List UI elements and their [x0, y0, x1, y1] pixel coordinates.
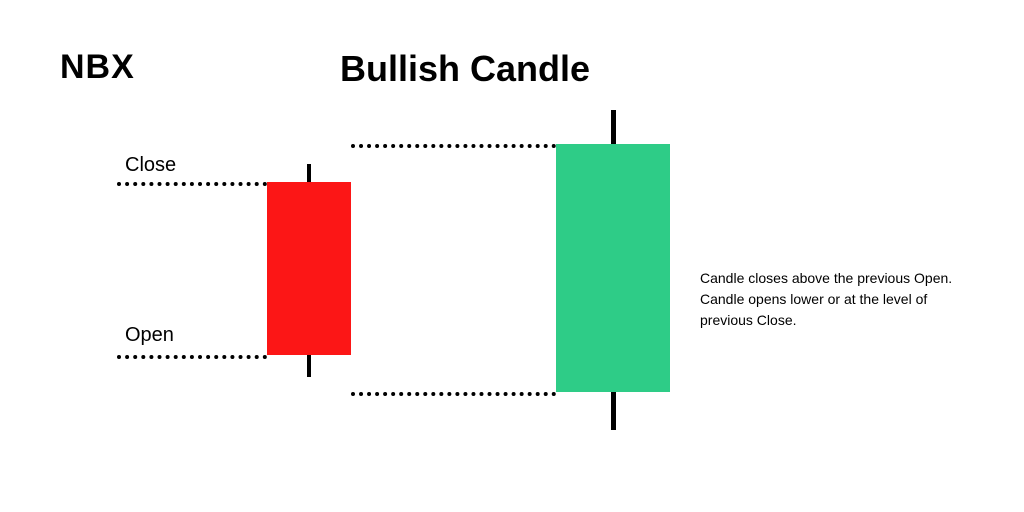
description-line: previous Close. [700, 310, 952, 331]
green-candle-wick-top [611, 110, 616, 144]
close-label: Close [125, 154, 176, 177]
dotted-open-line [117, 355, 267, 359]
brand-logo: NBX [60, 48, 135, 87]
description-text: Candle closes above the previous Open. C… [700, 268, 952, 331]
red-candle-body [267, 182, 351, 355]
dotted-green-bottom-line [351, 392, 556, 396]
red-candle-wick-bottom [307, 355, 311, 377]
page-title: Bullish Candle [340, 48, 590, 90]
open-label: Open [125, 324, 174, 347]
dotted-green-top-line [351, 144, 556, 148]
description-line: Candle closes above the previous Open. [700, 268, 952, 289]
description-line: Candle opens lower or at the level of [700, 289, 952, 310]
green-candle-wick-bottom [611, 392, 616, 430]
dotted-close-line [117, 182, 267, 186]
red-candle-wick-top [307, 164, 311, 182]
green-candle-body [556, 144, 670, 392]
